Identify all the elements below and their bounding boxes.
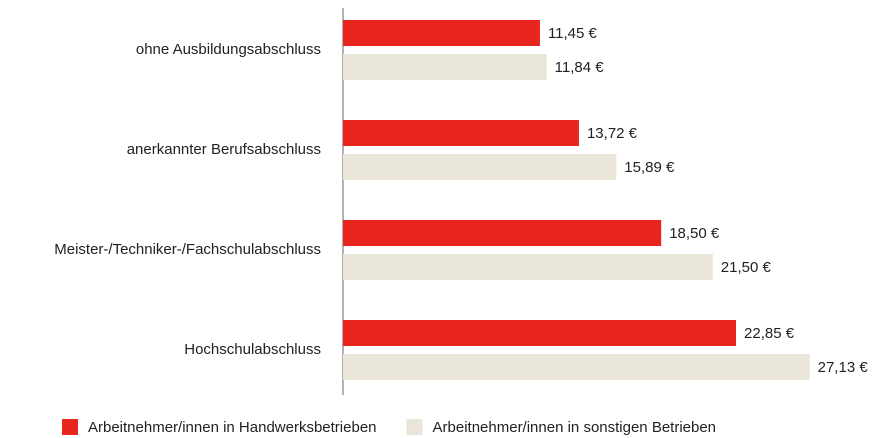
bar xyxy=(343,254,713,280)
bar xyxy=(343,354,810,380)
category-label: Meister-/Techniker-/Fachschulabschluss xyxy=(54,241,321,258)
value-label: 21,50 € xyxy=(721,259,772,276)
value-label: 11,45 € xyxy=(548,25,598,42)
category-label: anerkannter Berufsabschluss xyxy=(127,141,321,158)
value-label: 22,85 € xyxy=(744,325,795,342)
legend-label: Arbeitnehmer/innen in sonstigen Betriebe… xyxy=(433,419,717,436)
legend-label: Arbeitnehmer/innen in Handwerksbetrieben xyxy=(88,419,377,436)
bar xyxy=(343,120,579,146)
category-label: ohne Ausbildungsabschluss xyxy=(136,41,321,58)
value-label: 11,84 € xyxy=(555,59,605,76)
value-label: 13,72 € xyxy=(587,125,638,142)
value-label: 27,13 € xyxy=(818,359,869,376)
value-label: 15,89 € xyxy=(624,159,675,176)
bar xyxy=(343,20,540,46)
bar xyxy=(343,220,662,246)
bar xyxy=(343,54,547,80)
category-label: Hochschulabschluss xyxy=(184,341,321,358)
value-label: 18,50 € xyxy=(669,225,720,242)
legend-swatch xyxy=(406,419,423,435)
bar xyxy=(343,320,737,346)
legend-swatch xyxy=(62,419,78,435)
bar xyxy=(343,154,617,180)
